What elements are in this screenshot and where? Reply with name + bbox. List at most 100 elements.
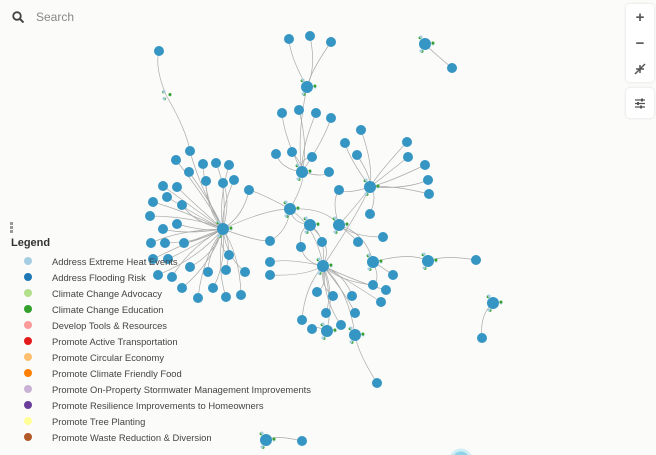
zoom-in-button[interactable]: + xyxy=(635,8,645,26)
graph-node[interactable] xyxy=(179,238,189,248)
graph-node[interactable] xyxy=(244,185,254,195)
legend-item[interactable]: Promote Resilience Improvements to Homeo… xyxy=(11,397,311,413)
graph-node[interactable] xyxy=(365,209,375,219)
graph-node[interactable] xyxy=(163,254,173,264)
graph-node[interactable] xyxy=(321,308,331,318)
graph-node[interactable] xyxy=(224,160,234,170)
graph-node[interactable] xyxy=(287,147,297,157)
search-bar[interactable] xyxy=(12,6,238,28)
graph-node[interactable] xyxy=(221,292,231,302)
graph-node[interactable] xyxy=(177,283,187,293)
hub-node[interactable] xyxy=(422,255,434,267)
hub-node[interactable] xyxy=(321,325,333,337)
graph-node[interactable] xyxy=(378,232,388,242)
graph-node[interactable] xyxy=(271,149,281,159)
graph-node[interactable] xyxy=(265,236,275,246)
graph-node[interactable] xyxy=(402,137,412,147)
graph-node[interactable] xyxy=(284,34,294,44)
graph-node[interactable] xyxy=(265,257,275,267)
graph-node[interactable] xyxy=(307,324,317,334)
graph-node[interactable] xyxy=(148,197,158,207)
graph-node[interactable] xyxy=(160,238,170,248)
graph-node[interactable] xyxy=(184,167,194,177)
graph-node[interactable] xyxy=(381,285,391,295)
graph-node[interactable] xyxy=(158,181,168,191)
graph-node[interactable] xyxy=(172,182,182,192)
graph-node[interactable] xyxy=(347,291,357,301)
graph-node[interactable] xyxy=(171,155,181,165)
hub-node[interactable] xyxy=(301,81,313,93)
graph-node[interactable] xyxy=(352,150,362,160)
graph-node[interactable] xyxy=(296,242,306,252)
hub-node[interactable] xyxy=(317,260,329,272)
graph-node[interactable] xyxy=(172,219,182,229)
hub-node[interactable] xyxy=(217,223,229,235)
hub-node[interactable] xyxy=(367,256,379,268)
zoom-out-button[interactable]: − xyxy=(635,34,645,52)
graph-node[interactable] xyxy=(471,255,481,265)
graph-node[interactable] xyxy=(218,178,228,188)
graph-node[interactable] xyxy=(146,238,156,248)
graph-node[interactable] xyxy=(328,291,338,301)
legend-item[interactable]: Promote Waste Reduction & Diversion xyxy=(11,429,311,445)
graph-node[interactable] xyxy=(148,254,158,264)
graph-node[interactable] xyxy=(420,160,430,170)
graph-node[interactable] xyxy=(153,270,163,280)
legend-item[interactable]: Promote Climate Friendly Food xyxy=(11,365,311,381)
graph-node[interactable] xyxy=(201,176,211,186)
hub-node[interactable] xyxy=(487,297,499,309)
graph-node[interactable] xyxy=(336,320,346,330)
graph-node[interactable] xyxy=(154,46,164,56)
graph-node[interactable] xyxy=(208,283,218,293)
graph-node[interactable] xyxy=(311,108,321,118)
legend-item[interactable]: Promote On-Property Stormwater Managemen… xyxy=(11,381,311,397)
graph-node[interactable] xyxy=(317,237,327,247)
graph-node[interactable] xyxy=(162,192,172,202)
graph-node[interactable] xyxy=(240,267,250,277)
legend-drag-handle[interactable] xyxy=(10,222,13,234)
graph-node[interactable] xyxy=(424,189,434,199)
legend-item[interactable]: Promote Active Transportation xyxy=(11,333,311,349)
hub-node[interactable] xyxy=(419,38,431,50)
graph-node[interactable] xyxy=(353,237,363,247)
graph-node[interactable] xyxy=(265,270,275,280)
hub-node[interactable] xyxy=(364,181,376,193)
graph-node[interactable] xyxy=(388,270,398,280)
selected-node[interactable] xyxy=(450,448,472,455)
graph-node[interactable] xyxy=(403,152,413,162)
graph-node[interactable] xyxy=(198,159,208,169)
graph-node[interactable] xyxy=(297,436,307,446)
graph-node[interactable] xyxy=(312,287,322,297)
graph-node[interactable] xyxy=(368,280,378,290)
graph-node[interactable] xyxy=(376,297,386,307)
graph-node[interactable] xyxy=(477,333,487,343)
graph-node[interactable] xyxy=(145,211,155,221)
hub-node[interactable] xyxy=(260,434,272,446)
graph-node[interactable] xyxy=(193,293,203,303)
legend-item[interactable]: Climate Change Education xyxy=(11,301,311,317)
search-input[interactable] xyxy=(34,9,238,25)
graph-node[interactable] xyxy=(334,185,344,195)
hub-node[interactable] xyxy=(304,219,316,231)
graph-node[interactable] xyxy=(356,125,366,135)
legend-item[interactable]: Promote Circular Economy xyxy=(11,349,311,365)
legend-item[interactable]: Promote Tree Planting xyxy=(11,413,311,429)
hub-node[interactable] xyxy=(333,219,345,231)
graph-node[interactable] xyxy=(167,272,177,282)
graph-node[interactable] xyxy=(211,158,221,168)
legend-item[interactable]: Climate Change Advocacy xyxy=(11,285,311,301)
graph-node[interactable] xyxy=(305,31,315,41)
graph-node[interactable] xyxy=(350,308,360,318)
fit-button[interactable] xyxy=(626,56,654,82)
graph-node[interactable] xyxy=(185,146,195,156)
graph-node[interactable] xyxy=(229,175,239,185)
legend-item[interactable]: Develop Tools & Resources xyxy=(11,317,311,333)
graph-node[interactable] xyxy=(447,63,457,73)
graph-node[interactable] xyxy=(221,265,231,275)
graph-node[interactable] xyxy=(203,267,213,277)
graph-node[interactable] xyxy=(177,200,187,210)
graph-node[interactable] xyxy=(224,250,234,260)
graph-node[interactable] xyxy=(326,37,336,47)
graph-node[interactable] xyxy=(307,152,317,162)
